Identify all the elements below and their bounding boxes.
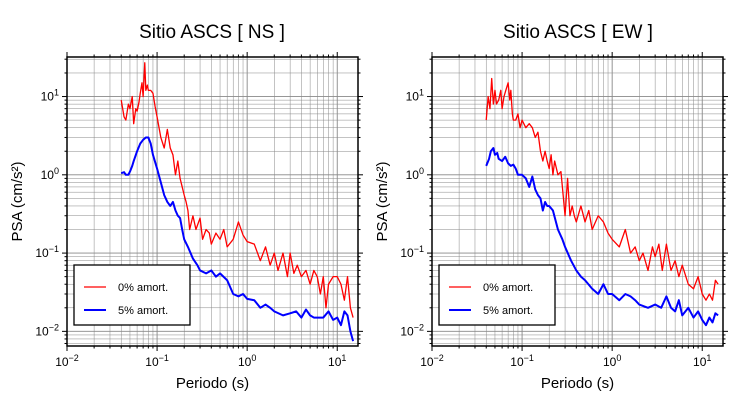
chart2-series-undamped-line [485, 77, 719, 301]
chart1-x-tick-label: 101 [328, 353, 346, 369]
chart1: 10−2 10−1 100 101 10−2 10−1 100 101 Sitio ASCS [… [9, 22, 363, 392]
chart1-legend-label-1: 0% amort. [118, 282, 168, 294]
chart2-legend-box [438, 264, 556, 326]
chart2-legend-label-1: 0% amort. [483, 282, 533, 294]
chart2-y-tick-label: 10−2 [400, 322, 424, 338]
chart2-y-tick-label: 10−1 [400, 244, 424, 260]
chart1-y-axis-label: PSA (cm/s²) [9, 161, 26, 241]
chart1-legend-label-2: 5% amort. [118, 305, 168, 317]
chart1-y-tick-label: 10−2 [35, 322, 59, 338]
chart2-x-tick-label: 10−1 [510, 353, 534, 369]
chart2-x-tick-label: 10−2 [420, 353, 444, 369]
chart1-y-tick-label: 101 [41, 88, 59, 104]
chart2-x-tick-label: 101 [693, 353, 711, 369]
chart1-x-axis-label: Periodo (s) [176, 375, 249, 392]
chart1-title: Sitio ASCS [ NS ] [139, 22, 285, 43]
chart2-title: Sitio ASCS [ EW ] [503, 22, 653, 43]
chart1-legend-box [73, 264, 191, 326]
chart2-series-damped-line [485, 147, 719, 327]
chart1-x-tick-label: 10−1 [145, 353, 169, 369]
chart1-x-tick-label: 100 [238, 353, 256, 369]
chart2-y-axis-label: PSA (cm/s²) [374, 161, 391, 241]
chart2-x-axis-label: Periodo (s) [541, 375, 614, 392]
chart1-legend: 0% amort. 5% amort. [73, 264, 191, 326]
chart2-y-tick-label: 101 [406, 88, 424, 104]
chart2-y-tick-label: 100 [406, 166, 424, 182]
chart1-plot-frame [66, 56, 359, 347]
chart1-y-tick-label: 10−1 [35, 244, 59, 260]
chart2-legend-label-2: 5% amort. [483, 305, 533, 317]
chart2-legend: 0% amort. 5% amort. [438, 264, 556, 326]
chart2-x-tick-label: 100 [603, 353, 621, 369]
chart1-series-damped-line [120, 136, 355, 342]
chart1-y-tick-label: 100 [41, 166, 59, 182]
chart2: 10−2 10−1 100 101 10−2 10−1 100 101 Sitio ASCS [… [374, 22, 728, 392]
chart1-x-tick-label: 10−2 [55, 353, 79, 369]
chart1-series-undamped-line [120, 62, 354, 318]
chart2-plot-frame [431, 56, 724, 347]
